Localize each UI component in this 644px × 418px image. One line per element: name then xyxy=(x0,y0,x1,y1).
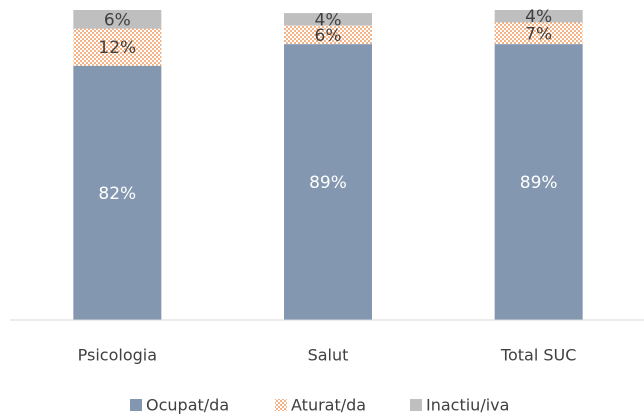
bar-segment xyxy=(73,28,162,66)
data-label: 7% xyxy=(525,24,552,44)
x-tick-label: Psicologia xyxy=(78,346,157,365)
data-label: 6% xyxy=(315,26,342,46)
bar-segment xyxy=(284,25,372,45)
bar-segment xyxy=(73,65,162,320)
bar-segment xyxy=(284,13,372,26)
data-label: 89% xyxy=(309,173,347,193)
legend-swatch xyxy=(410,399,422,411)
bar-segment xyxy=(73,10,162,29)
legend-swatch xyxy=(130,399,142,411)
x-tick-label: Total SUC xyxy=(500,346,577,365)
data-label: 12% xyxy=(98,38,136,58)
bar-segment xyxy=(494,10,583,23)
bar-segment xyxy=(494,44,583,320)
legend-label: Inactiu/iva xyxy=(426,396,509,415)
bar-segment xyxy=(284,44,372,320)
bar-segment xyxy=(494,22,583,45)
data-label: 6% xyxy=(104,10,131,30)
legend-swatch xyxy=(275,399,287,411)
data-label: 4% xyxy=(525,7,552,27)
legend-label: Ocupat/da xyxy=(146,396,229,415)
legend-label: Aturat/da xyxy=(291,396,366,415)
data-label: 4% xyxy=(315,10,342,30)
x-tick-label: Salut xyxy=(308,346,349,365)
data-label: 89% xyxy=(520,173,558,193)
data-label: 82% xyxy=(98,184,136,204)
